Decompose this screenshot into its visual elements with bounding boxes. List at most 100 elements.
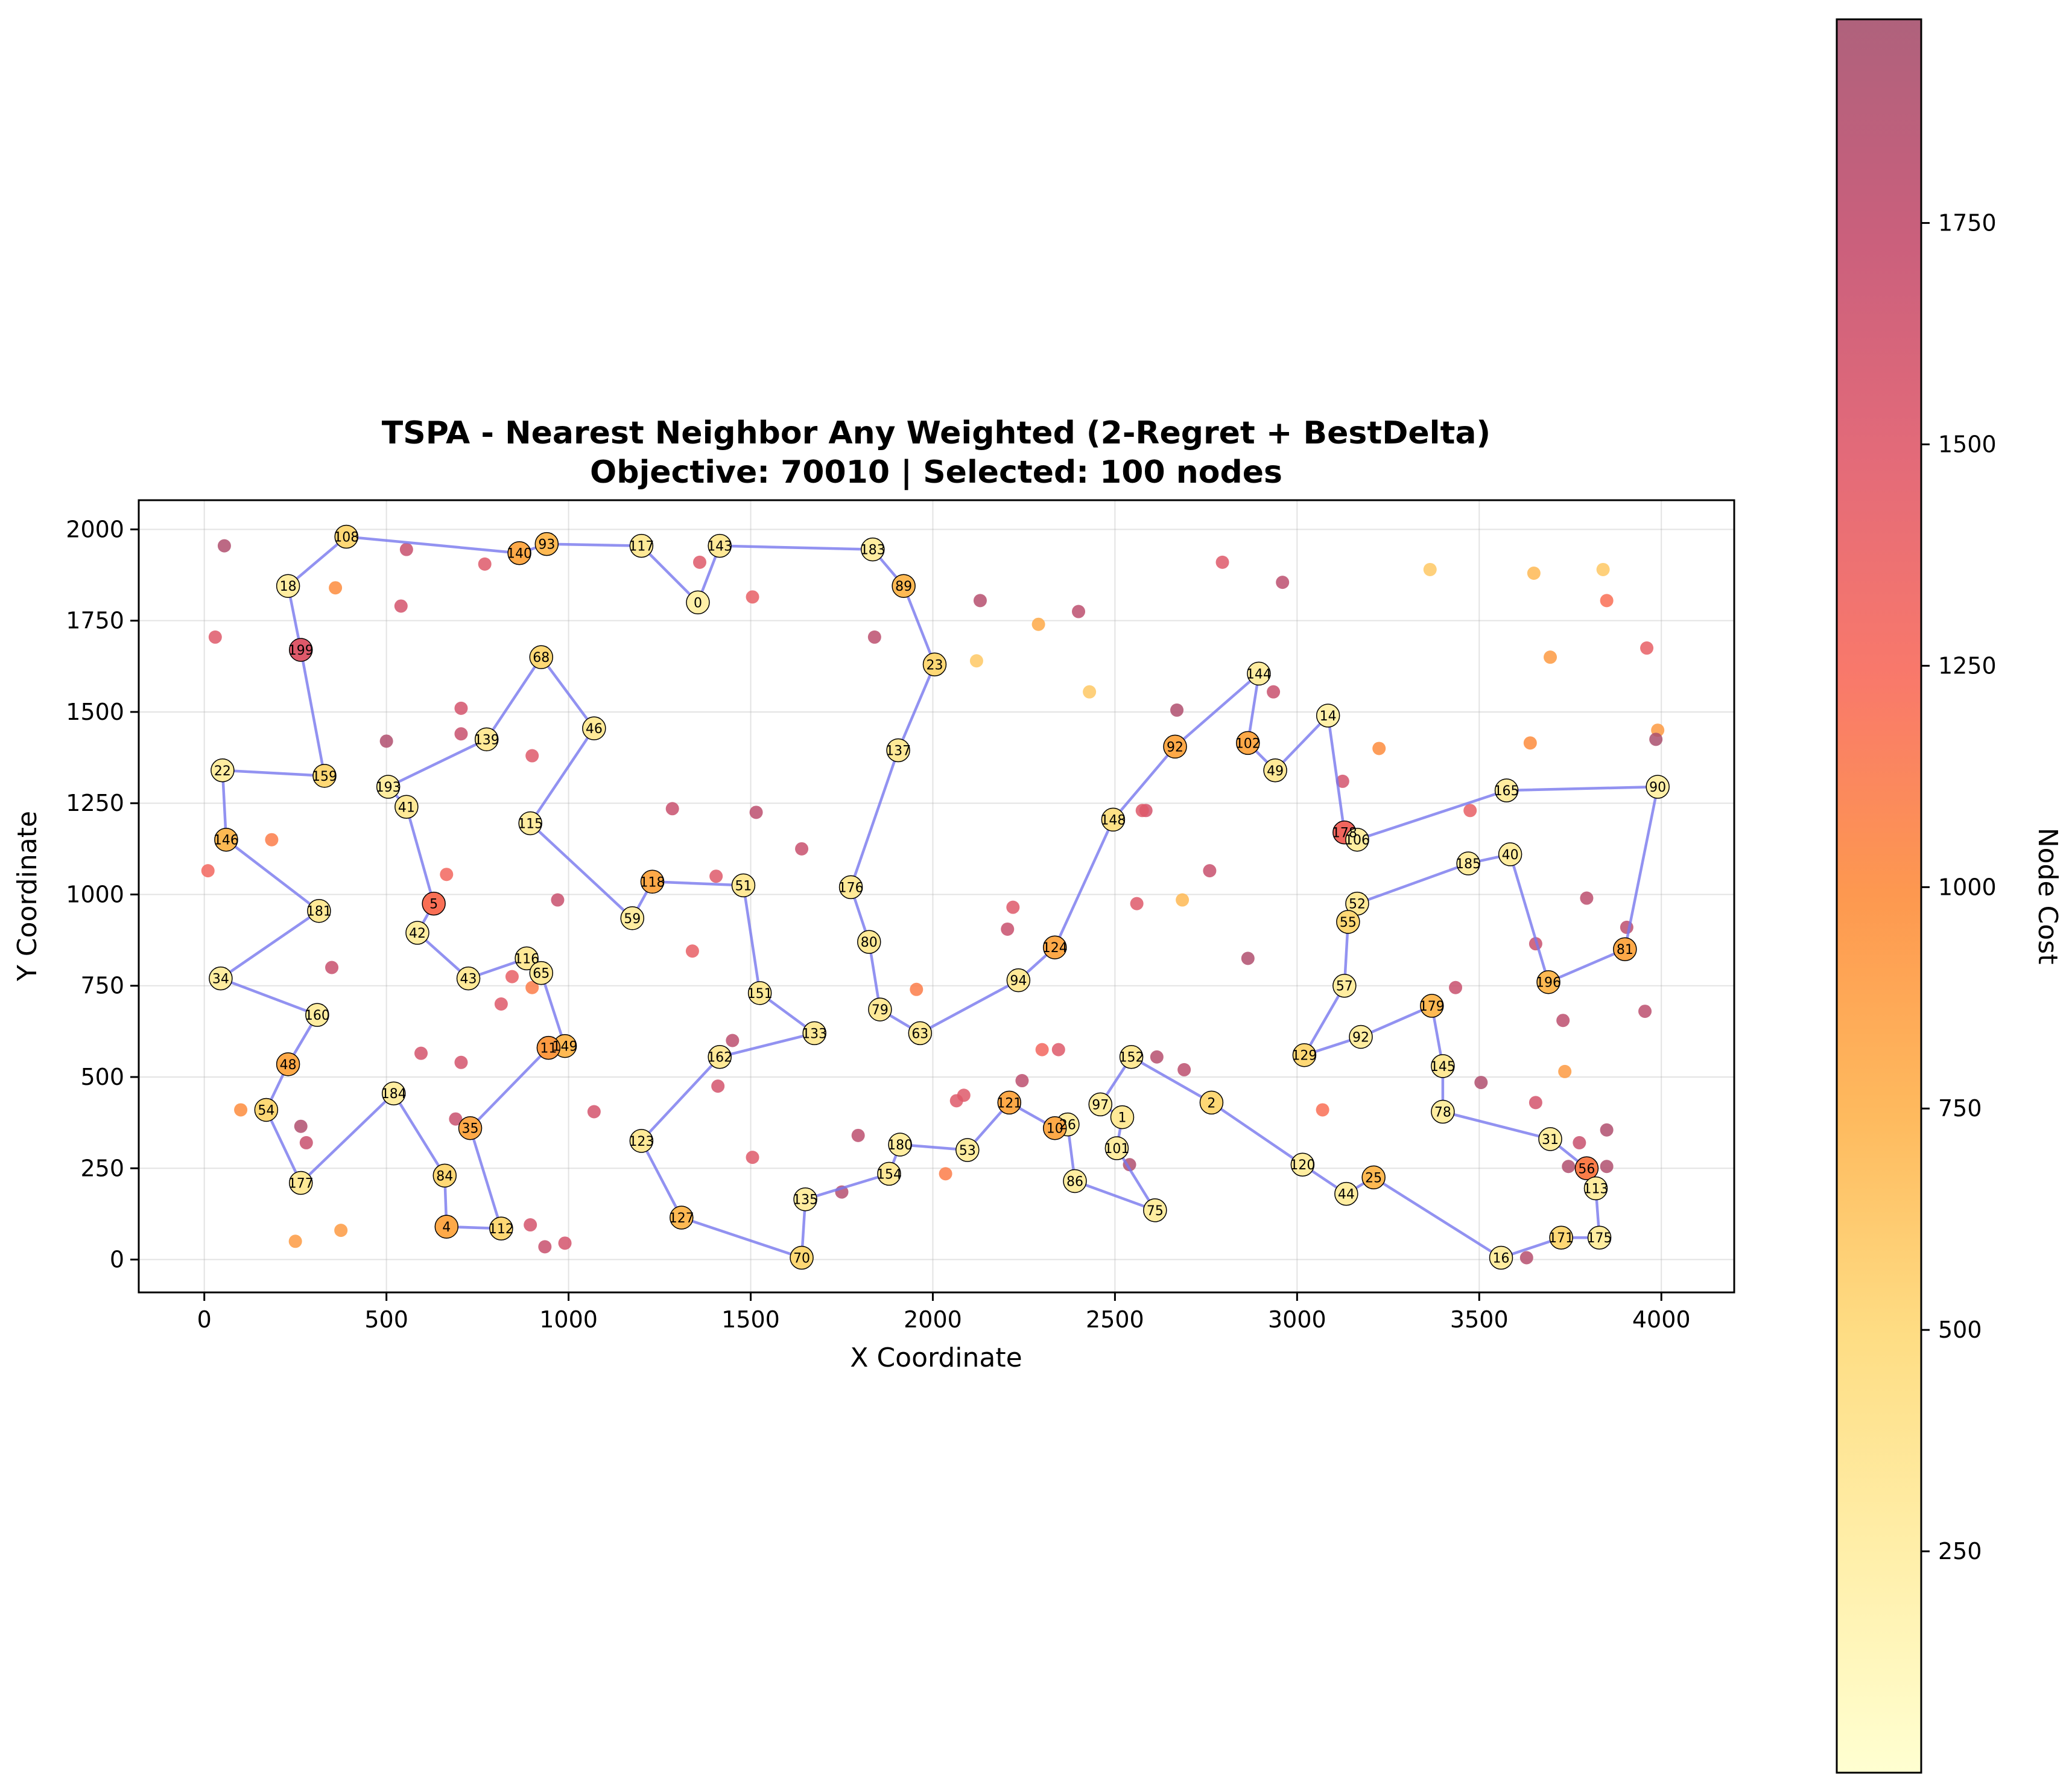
node-label: 123: [629, 1134, 654, 1149]
unselected-node: [494, 997, 508, 1011]
node-label: 160: [305, 1008, 330, 1023]
unselected-node: [1203, 864, 1217, 878]
selected-node: [276, 1052, 300, 1076]
selected-node: [908, 1021, 933, 1046]
node-label: 93: [538, 538, 555, 553]
unselected-node: [440, 868, 454, 882]
selected-node: [1043, 935, 1067, 959]
y-tick-label: 1000: [66, 881, 124, 907]
selected-node: [1332, 973, 1357, 998]
selected-node: [955, 1138, 980, 1162]
unselected-node: [449, 1112, 463, 1126]
unselected-node: [525, 749, 539, 763]
selected-node: [1345, 827, 1369, 852]
node-label: 149: [553, 1040, 578, 1055]
x-tick-label: 2500: [1086, 1306, 1144, 1333]
y-tick-label: 1250: [66, 790, 124, 816]
x-tick-label: 2000: [904, 1306, 962, 1333]
selected-node: [747, 981, 772, 1005]
selected-node: [1088, 1092, 1112, 1117]
node-label: 108: [334, 530, 359, 545]
selected-node: [307, 898, 331, 923]
selected-node: [620, 906, 645, 930]
node-label: 44: [1338, 1187, 1355, 1203]
grid-lines: [139, 500, 1734, 1292]
selected-node: [861, 537, 885, 562]
unselected-node: [394, 599, 408, 613]
selected-node: [1583, 1176, 1608, 1201]
unselected-node: [329, 581, 343, 595]
selected-node: [670, 1206, 694, 1230]
selected-node: [312, 764, 337, 788]
selected-node: [708, 533, 732, 558]
selected-node: [629, 1129, 654, 1153]
unselected-node: [1600, 594, 1614, 608]
plot-frame: [138, 499, 1735, 1294]
unselected-node: [525, 980, 539, 994]
route-path: [219, 535, 1659, 1259]
selected-node: [1101, 807, 1126, 832]
unselected-node: [454, 1055, 468, 1069]
node-label: 35: [462, 1122, 479, 1137]
unselected-node: [1580, 891, 1594, 905]
unselected-node: [1423, 562, 1437, 576]
node-label: 152: [1119, 1050, 1144, 1066]
selected-node: [1199, 1090, 1224, 1115]
node-label: 14: [1320, 709, 1337, 724]
unselected-node: [1523, 736, 1537, 750]
unselected-node: [1600, 1123, 1614, 1137]
unselected-node: [1177, 1063, 1191, 1076]
route-line: [219, 535, 1659, 1259]
node-label: 43: [460, 972, 477, 987]
unselected-node: [1638, 1005, 1652, 1018]
selected-node: [529, 961, 554, 985]
node-label: 116: [514, 952, 539, 967]
unselected-node: [1031, 617, 1045, 631]
unselected-node: [551, 893, 565, 907]
node-label: 1: [1118, 1111, 1126, 1126]
node-label: 165: [1494, 784, 1519, 799]
unselected-node: [587, 1105, 601, 1119]
unselected-node: [201, 864, 215, 878]
selected-node: [886, 738, 910, 763]
node-label: 117: [629, 539, 654, 554]
unselected-node: [1006, 900, 1020, 914]
selected-node: [922, 652, 947, 677]
unselected-node: [726, 1034, 740, 1047]
selected-node: [536, 1035, 561, 1060]
selected-node: [629, 533, 654, 558]
node-label: 80: [861, 935, 878, 950]
node-label: 171: [1548, 1231, 1574, 1246]
selected-node: [731, 873, 756, 898]
unselected-node: [711, 1079, 725, 1093]
node-label: 178: [1332, 826, 1357, 841]
unselected-node: [973, 594, 987, 608]
node-label: 115: [518, 816, 543, 831]
node-label: 41: [398, 800, 415, 815]
node-label: 84: [436, 1169, 453, 1184]
node-label: 78: [1434, 1105, 1451, 1120]
selected-node: [1063, 1169, 1087, 1193]
selected-node: [1456, 851, 1480, 875]
unselected-node: [1556, 1014, 1570, 1028]
unselected-node: [1015, 1074, 1029, 1088]
unselected-node: [969, 654, 983, 668]
node-label: 48: [280, 1058, 297, 1073]
unselected-node: [454, 727, 468, 741]
unselected-node: [1335, 774, 1349, 788]
y-tick-label: 500: [80, 1064, 124, 1090]
colorbar-tick-label: 250: [1938, 1538, 1982, 1565]
node-label: 185: [1456, 857, 1481, 872]
selected-node: [1431, 1054, 1455, 1078]
node-label: 183: [860, 543, 886, 558]
colorbar-ticks: 250 500 750 1000 1250 1500 1750: [1921, 210, 1997, 1565]
unselected-node: [1276, 576, 1290, 589]
node-label: 180: [887, 1138, 913, 1153]
selected-node: [1549, 1225, 1573, 1250]
node-label: 18: [280, 579, 297, 594]
node-label: 68: [533, 650, 550, 666]
selected-node: [838, 875, 863, 900]
unselected-node: [795, 842, 809, 856]
unselected-node: [1215, 555, 1229, 569]
